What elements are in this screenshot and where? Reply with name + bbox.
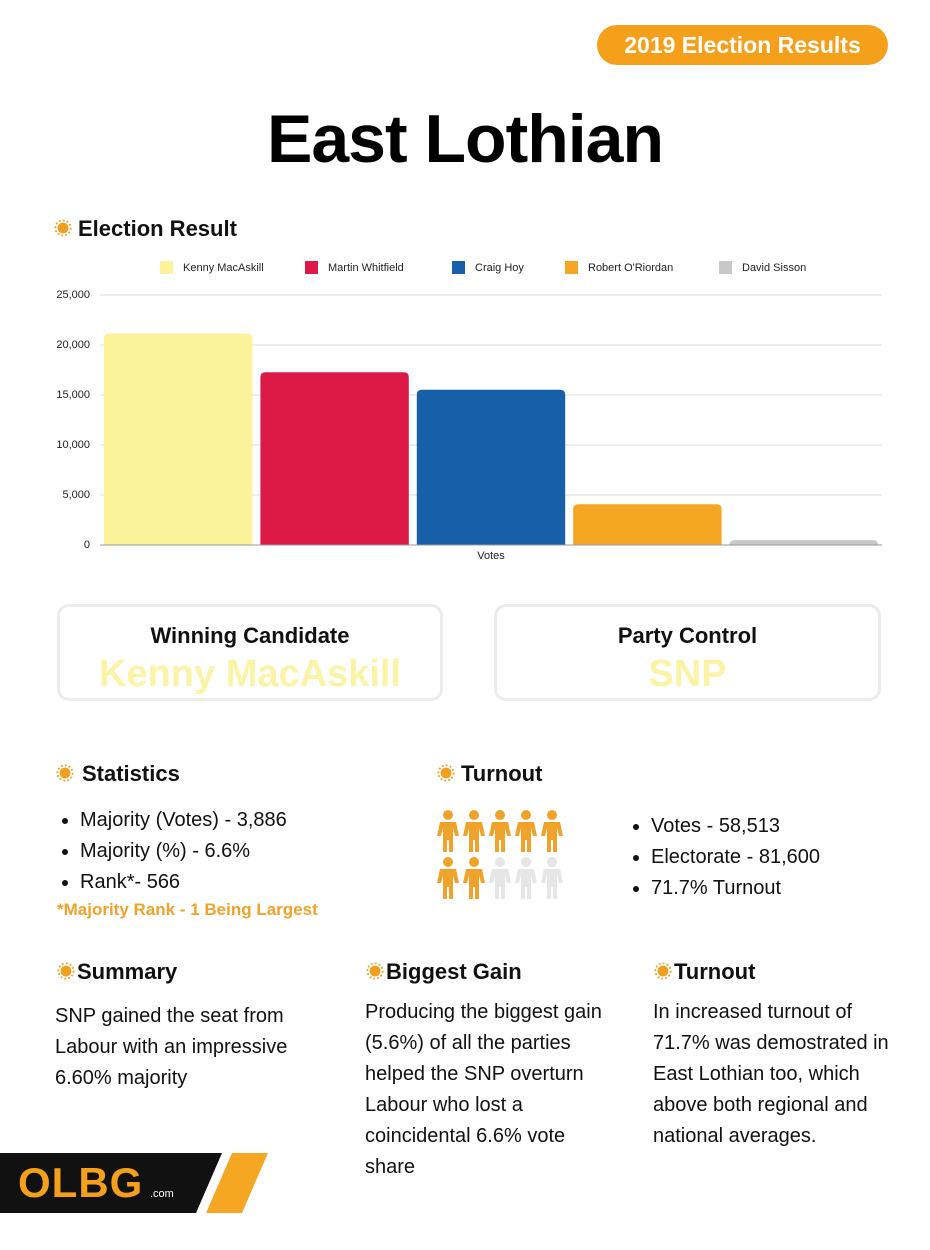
- stat-list: Majority (Votes) - 3,886 Majority (%) - …: [56, 805, 287, 898]
- text-line: SNP gained the seat from: [55, 1005, 284, 1027]
- text-line: 71.7% was demostrated in: [653, 1032, 889, 1054]
- turnout-item: Votes - 58,513: [651, 811, 820, 842]
- text-line: national averages.: [653, 1125, 817, 1147]
- section-text: In increased turnout of 71.7% was demostr…: [653, 997, 889, 1152]
- bar: [573, 504, 722, 545]
- turnout-item: Electorate - 81,600: [651, 842, 820, 873]
- y-tick-label: 15,000: [56, 389, 90, 401]
- turnout-list: Votes - 58,513 Electorate - 81,600 71.7%…: [627, 811, 820, 904]
- card-value: SNP: [648, 653, 727, 695]
- x-tick-label: Votes: [477, 550, 505, 562]
- text-line: helped the SNP overturn: [365, 1063, 584, 1085]
- section-heading: Turnout: [461, 761, 543, 786]
- logo-bg: [0, 1153, 268, 1213]
- section-text: SNP gained the seat from Labour with an i…: [55, 1001, 287, 1094]
- bar: [729, 540, 878, 545]
- logo-name: OLBG: [18, 1159, 144, 1206]
- bar: [260, 372, 409, 545]
- section-heading: Summary: [77, 959, 178, 984]
- bar: [416, 389, 566, 545]
- y-tick-label: 20,000: [56, 339, 90, 351]
- card-label: Winning Candidate: [150, 623, 350, 648]
- section-heading: Turnout: [674, 959, 756, 984]
- turnout-icons: [437, 810, 563, 899]
- icon: [57, 962, 75, 980]
- text-line: 6.60% majority: [55, 1067, 188, 1089]
- legend-label: Martin Whitfield: [328, 262, 404, 274]
- text-line: (5.6%) of all the parties: [365, 1032, 571, 1054]
- section-heading: Statistics: [82, 761, 180, 786]
- icon: [56, 764, 74, 782]
- bar: [104, 333, 253, 545]
- legend-swatch: [452, 261, 465, 274]
- badge: 2019 Election Results: [597, 25, 888, 65]
- turnout-item: 71.7% Turnout: [651, 873, 820, 904]
- card-label: Party Control: [617, 623, 758, 648]
- legend-swatch: [565, 261, 578, 274]
- stat-item: Rank*- 566: [80, 867, 287, 898]
- card: Party Control SNP: [494, 604, 881, 701]
- icon: [437, 764, 455, 782]
- note: *Majority Rank - 1 Being Largest: [57, 900, 318, 919]
- text-line: Producing the biggest gain: [365, 1001, 602, 1023]
- y-tick-label: 5,000: [62, 489, 90, 501]
- chart: 0 5,000 10,000 15,000 20,000 25,000 Kenny MacA…: [56, 261, 882, 562]
- y-tick-label: 10,000: [56, 439, 90, 451]
- legend-swatch: [305, 261, 318, 274]
- card: Winning Candidate Kenny MacAskill: [57, 604, 443, 701]
- text-line: In increased turnout of: [653, 1001, 853, 1023]
- text-line: Labour who lost a: [365, 1094, 523, 1116]
- legend-label: David Sisson: [742, 262, 806, 274]
- stat-item: Majority (Votes) - 3,886: [80, 805, 287, 836]
- icon: [654, 962, 672, 980]
- text-line: East Lothian too, which: [653, 1063, 860, 1085]
- card-value: Kenny MacAskill: [99, 653, 401, 695]
- y-tick-label: 25,000: [56, 289, 90, 301]
- section-text: Producing the biggest gain (5.6%) of all …: [365, 997, 602, 1183]
- stat-item: Majority (%) - 6.6%: [80, 836, 287, 867]
- legend-swatch: [719, 261, 732, 274]
- legend-swatch: [160, 261, 173, 274]
- text-line: share: [365, 1156, 416, 1178]
- legend-label: Craig Hoy: [475, 262, 524, 274]
- text-line: coincidental 6.6% vote: [365, 1125, 566, 1147]
- text-line: Labour with an impressive: [55, 1036, 288, 1058]
- y-tick-label: 0: [84, 539, 90, 551]
- section-heading: Biggest Gain: [386, 959, 522, 984]
- text-line: above both regional and: [653, 1094, 868, 1116]
- logo-suffix: .com: [150, 1188, 174, 1200]
- legend-label: Robert O'Riordan: [588, 262, 673, 274]
- chart-title: Election Result: [78, 216, 237, 241]
- logo: OLBG .com: [0, 1153, 270, 1213]
- legend-label: Kenny MacAskill: [183, 262, 264, 274]
- page-title: East Lothian: [266, 101, 664, 177]
- icon: [366, 962, 384, 980]
